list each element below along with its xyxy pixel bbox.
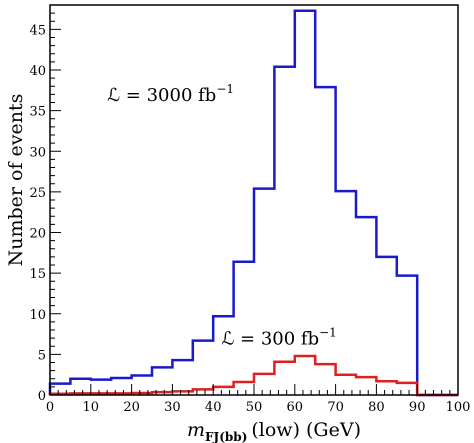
- x-axis-title-main: m: [187, 419, 205, 441]
- x-tick-label: 80: [368, 400, 385, 415]
- y-tick-label: 45: [29, 23, 46, 38]
- x-tick-label: 50: [246, 400, 263, 415]
- y-tick-label: 5: [38, 348, 46, 363]
- x-axis-title-sub: FJ(bb): [205, 430, 247, 443]
- x-tick-label: 60: [287, 400, 304, 415]
- x-tick-label: 10: [83, 400, 100, 415]
- y-tick-label: 30: [29, 145, 46, 160]
- series-0-line: [48, 9, 458, 397]
- y-tick-label: 40: [29, 64, 46, 79]
- x-tick-label: 0: [46, 400, 54, 415]
- y-tick-label: 25: [29, 186, 46, 201]
- annotation-3000: ℒ = 3000 fb−1: [107, 82, 234, 106]
- x-tick-label: 70: [327, 400, 344, 415]
- annotation-300-text: ℒ = 300 fb: [221, 329, 319, 350]
- annotation-300-exp: −1: [319, 326, 337, 340]
- y-tick-label: 15: [29, 267, 46, 282]
- annotation-3000-text: ℒ = 3000 fb: [107, 85, 216, 106]
- y-tick-label: 0: [38, 389, 46, 404]
- x-axis-title-rest: (low) (GeV): [251, 419, 361, 441]
- annotation-3000-exp: −1: [216, 82, 234, 96]
- y-tick-label: 10: [29, 308, 46, 323]
- y-tick-label: 20: [29, 227, 46, 242]
- x-tick-label: 100: [446, 400, 471, 415]
- y-tick-label: 35: [29, 105, 46, 120]
- x-tick-label: 40: [205, 400, 222, 415]
- annotation-300: ℒ = 300 fb−1: [221, 326, 336, 350]
- ticks-layer: 0 10 20 30 40 50 60 70 80 90 100 0 5 10 15 20 25 30 35 40 45: [29, 12, 471, 415]
- x-tick-label: 90: [409, 400, 426, 415]
- x-tick-label: 20: [123, 400, 140, 415]
- x-axis-title: mFJ(bb) (low) (GeV): [187, 419, 361, 443]
- x-tick-label: 30: [164, 400, 181, 415]
- y-axis-title: Number of events: [5, 94, 27, 267]
